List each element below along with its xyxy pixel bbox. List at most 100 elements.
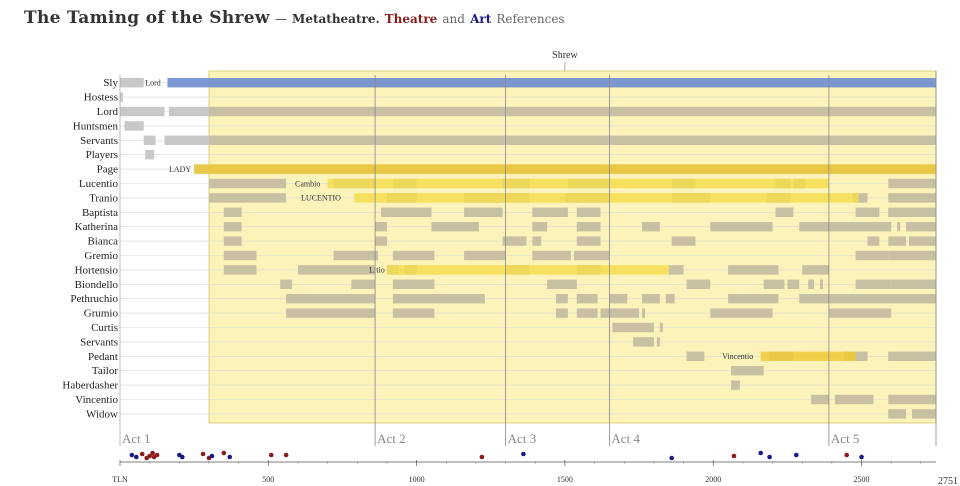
appearance-bar — [828, 308, 871, 318]
appearance-bar — [208, 106, 936, 117]
role-label: Lord — [145, 79, 161, 88]
role-label: Litio — [369, 266, 385, 275]
appearance-bar — [612, 322, 654, 333]
reference-dot — [283, 452, 289, 458]
appearance-bar — [852, 193, 868, 203]
character-label: Hostess — [84, 92, 118, 104]
appearance-bar — [576, 294, 598, 304]
appearance-bar — [888, 178, 936, 189]
appearance-bar — [870, 308, 892, 318]
reference-dot — [154, 452, 160, 458]
appearance-bar — [502, 236, 527, 246]
appearance-bar — [464, 207, 503, 217]
appearance-bar — [834, 394, 874, 405]
appearance-bar — [609, 294, 628, 304]
reference-dot — [844, 452, 850, 458]
reference-dot — [200, 451, 206, 457]
play-title: The Taming of the Shrew — [24, 8, 270, 28]
reference-dot — [129, 452, 135, 458]
character-label: Pethruchio — [70, 293, 118, 305]
appearance-bar — [891, 279, 936, 289]
appearance-bar — [143, 135, 156, 145]
chart-title: The Taming of the Shrew — Metatheatre. T… — [24, 8, 565, 28]
character-label: Baptista — [82, 207, 118, 219]
x-tick-label: 2500 — [854, 475, 870, 484]
appearance-bar — [799, 222, 826, 232]
appearance-bar — [787, 279, 800, 289]
appearance-bar — [351, 279, 376, 289]
reference-dot — [521, 451, 526, 457]
character-label: Bianca — [87, 236, 118, 248]
appearance-bar — [223, 222, 242, 232]
x-tick-label: 1500 — [557, 475, 573, 484]
appearance-bar — [802, 265, 829, 275]
title-dash: — — [274, 12, 287, 26]
appearance-bar — [665, 294, 675, 304]
character-label: Sly — [103, 77, 118, 89]
role-bar — [386, 265, 669, 275]
appearance-bar — [392, 294, 485, 304]
appearance-bar — [867, 236, 880, 246]
appearance-bar — [888, 236, 907, 246]
appearance-bar — [392, 308, 435, 318]
reference-dot — [758, 450, 763, 456]
character-label: Biondello — [75, 279, 119, 291]
appearance-bar — [855, 279, 892, 289]
act-label: Act 2 — [377, 431, 406, 446]
appearance-bar — [642, 308, 646, 318]
x-tick-label: TLN — [112, 475, 128, 484]
title-references: References — [496, 12, 565, 26]
character-label: Servants — [80, 135, 118, 147]
appearance-bar — [855, 250, 889, 261]
appearance-bar — [223, 250, 257, 261]
reference-dot — [179, 454, 185, 460]
appearance-bar — [633, 337, 654, 347]
appearance-bar — [811, 394, 829, 405]
appearance-bar — [532, 207, 568, 217]
character-label: Page — [97, 164, 119, 176]
appearance-bar — [333, 250, 379, 261]
appearance-bar — [576, 236, 601, 246]
x-tick-label: 500 — [262, 475, 274, 484]
appearance-bar — [392, 279, 435, 289]
appearance-bar — [710, 222, 773, 232]
appearance-bar — [375, 236, 387, 246]
appearance-bar — [280, 279, 293, 289]
appearance-bar — [799, 294, 826, 304]
appearance-bar — [671, 236, 696, 246]
appearance-bar — [888, 207, 936, 217]
appearance-bar — [576, 207, 601, 217]
reference-dot — [139, 451, 145, 457]
appearance-bar — [547, 279, 577, 289]
appearance-bar — [668, 265, 684, 275]
reference-dot — [227, 454, 233, 460]
appearance-bar — [888, 250, 936, 261]
character-label: Players — [86, 149, 118, 161]
appearance-bar — [297, 265, 376, 275]
reference-dot — [479, 454, 485, 460]
reference-dot — [150, 450, 155, 456]
appearance-bar — [906, 222, 936, 232]
shrew-frame — [208, 70, 937, 424]
character-label: Pedant — [88, 351, 118, 363]
appearance-bar — [710, 308, 773, 318]
appearance-bar — [120, 92, 123, 102]
appearance-bar — [820, 279, 823, 289]
character-label: Huntsmen — [73, 120, 119, 132]
character-label: Tranio — [89, 192, 118, 204]
appearance-bar — [600, 308, 640, 318]
act-label: Act 3 — [508, 431, 537, 446]
character-label: Widow — [86, 408, 118, 420]
reference-dot — [221, 450, 227, 456]
appearance-bar — [286, 294, 376, 304]
reference-dot — [134, 454, 139, 460]
appearance-bar — [731, 380, 740, 390]
appearance-bar — [909, 236, 936, 246]
appearance-bar — [464, 250, 506, 261]
appearance-bar — [168, 106, 209, 117]
title-and: and — [442, 12, 465, 26]
appearance-bar — [855, 207, 880, 217]
reference-dot — [731, 453, 737, 459]
appearance-bar — [286, 308, 376, 318]
